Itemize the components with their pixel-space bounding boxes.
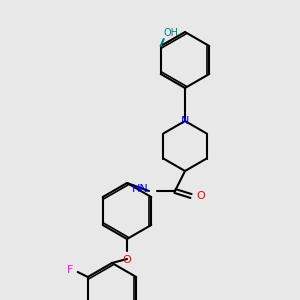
Text: HN: HN (132, 184, 149, 194)
Text: O: O (123, 255, 131, 265)
Text: N: N (181, 116, 189, 126)
Text: OH: OH (164, 28, 179, 38)
Text: O: O (196, 191, 205, 201)
Text: F: F (67, 265, 73, 275)
